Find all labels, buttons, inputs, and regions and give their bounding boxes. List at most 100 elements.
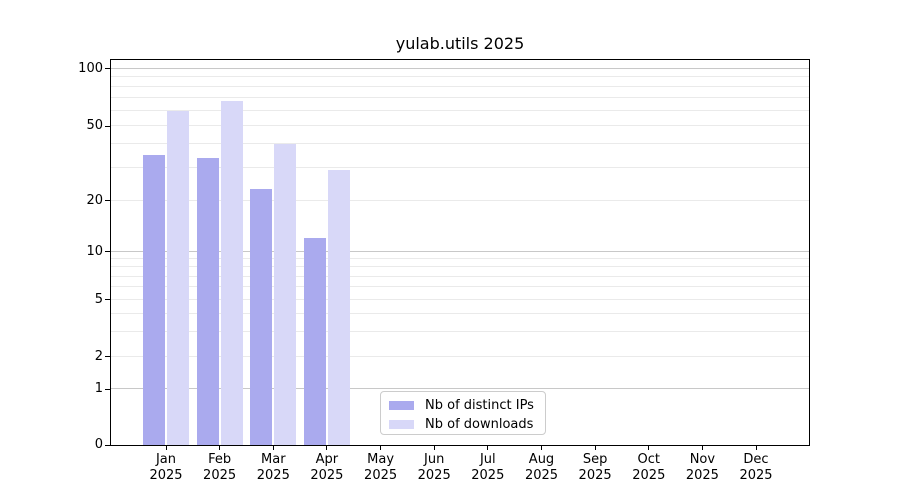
grid-line-minor <box>111 110 809 111</box>
x-axis-tick-label: Nov 2025 <box>662 452 742 484</box>
y-axis-tick-mark <box>105 388 111 390</box>
x-axis-tick-label-line: 2025 <box>149 468 183 483</box>
x-axis-tick-label-line: Mar <box>261 452 286 467</box>
x-axis-tick-label-line: 2025 <box>471 468 505 483</box>
x-axis-tick-label: Aug 2025 <box>502 452 582 484</box>
grid-line-minor <box>111 125 809 127</box>
grid-line-minor <box>111 275 809 277</box>
bar-distinct-ips <box>143 155 165 445</box>
y-axis-tick-mark <box>105 356 111 358</box>
x-axis-tick-label: Jan 2025 <box>126 452 206 484</box>
grid-line-minor <box>111 312 809 314</box>
y-axis-tick-mark <box>105 68 111 69</box>
y-axis-tick-label: 0 <box>94 437 103 452</box>
y-axis-tick-mark <box>105 444 111 446</box>
bar-downloads <box>220 100 243 445</box>
x-axis-tick-label-line: May <box>367 452 395 467</box>
x-axis-tick-mark <box>219 445 221 450</box>
bar-distinct-ips <box>250 189 273 445</box>
x-axis-tick-mark <box>165 445 167 450</box>
x-axis-tick-label-line: 2025 <box>632 468 666 483</box>
x-axis-tick-label-line: Dec <box>743 452 769 467</box>
grid-line-minor <box>111 258 809 259</box>
bar-distinct-ips <box>196 157 219 445</box>
legend-entry: Nb of distinct IPs <box>389 397 545 414</box>
x-axis-tick-mark <box>648 445 650 450</box>
y-axis-tick-mark <box>105 251 111 253</box>
x-axis-tick-label-line: 2025 <box>685 468 719 483</box>
grid-line-minor <box>111 86 809 88</box>
y-axis-tick-label: 5 <box>94 291 103 307</box>
x-axis-tick-mark <box>594 445 596 450</box>
x-axis-tick-label: May 2025 <box>341 452 421 484</box>
x-axis-tick-label-line: Apr <box>315 452 339 467</box>
grid-line-minor <box>111 286 809 288</box>
x-axis-tick-mark <box>701 445 703 450</box>
plot-area <box>110 59 810 446</box>
legend-label: Nb of downloads <box>425 417 534 432</box>
x-axis-tick-mark <box>380 445 382 450</box>
bar-downloads <box>167 111 189 445</box>
x-axis-tick-mark <box>541 445 542 450</box>
x-axis-tick-mark <box>755 445 757 450</box>
y-axis-tick-label: 20 <box>86 192 103 208</box>
x-axis-tick-mark <box>326 445 328 450</box>
grid-line-minor <box>111 166 809 168</box>
x-axis-tick-label: Sep 2025 <box>555 452 635 484</box>
x-axis-tick-label-line: 2025 <box>364 468 398 483</box>
y-axis-tick-mark <box>105 200 111 201</box>
x-axis-tick-label-line: Sep <box>582 452 608 467</box>
x-axis-tick-label-line: Aug <box>528 452 555 467</box>
y-axis-tick-label: 2 <box>94 348 103 364</box>
legend-label: Nb of distinct IPs <box>425 398 534 413</box>
grid-line-minor <box>111 97 809 99</box>
y-axis-tick-label: 50 <box>86 118 103 134</box>
y-axis-tick-label: 100 <box>78 60 103 76</box>
legend-swatch <box>389 420 414 429</box>
x-axis-tick-label: Jun 2025 <box>394 452 474 484</box>
x-axis-tick-label-line: 2025 <box>310 468 344 483</box>
x-axis-tick-label-line: 2025 <box>203 468 237 483</box>
x-axis-tick-label-line: Nov <box>689 452 716 467</box>
grid-line-minor <box>111 330 809 332</box>
legend-swatch <box>389 401 414 410</box>
x-axis-tick-label: Jul 2025 <box>448 452 528 484</box>
x-axis-tick-label-line: 2025 <box>578 468 612 483</box>
grid-line-minor <box>111 355 809 357</box>
x-axis-tick-label-line: 2025 <box>417 468 451 483</box>
x-axis-tick-label: Oct 2025 <box>609 452 689 484</box>
x-axis-tick-label-line: 2025 <box>256 468 290 483</box>
x-axis-tick-label: Mar 2025 <box>233 452 313 484</box>
grid-line-minor <box>111 199 809 201</box>
grid-line-minor <box>111 298 809 300</box>
legend-entry: Nb of downloads <box>389 416 545 433</box>
x-axis-tick-label: Dec 2025 <box>716 452 796 484</box>
grid-line-major <box>111 250 809 252</box>
x-axis-tick-mark <box>487 445 489 450</box>
x-axis-tick-label-line: Jul <box>479 452 496 467</box>
x-axis-tick-label: Feb 2025 <box>180 452 260 484</box>
grid-line-minor <box>111 76 809 78</box>
grid-line-major <box>111 388 809 390</box>
x-axis-tick-label-line: Jun <box>424 452 445 467</box>
x-axis-tick-label-line: Feb <box>208 452 232 467</box>
y-axis-tick-mark <box>105 299 111 301</box>
x-axis-tick-mark <box>272 445 274 450</box>
chart-title: yulab.utils 2025 <box>395 34 525 53</box>
bar-distinct-ips <box>303 238 326 445</box>
x-axis-tick-label-line: Oct <box>637 452 661 467</box>
x-axis-tick-label-line: 2025 <box>524 468 559 483</box>
y-axis-tick-label: 1 <box>94 381 103 397</box>
x-axis-tick-mark <box>433 445 435 450</box>
x-axis-tick-label: Apr 2025 <box>287 452 367 484</box>
bar-downloads <box>327 170 350 445</box>
x-axis-tick-label-line: Jan <box>155 452 177 467</box>
legend: Nb of distinct IPs Nb of downloads <box>380 391 546 435</box>
x-axis-tick-label-line: 2025 <box>739 468 773 483</box>
grid-line-minor <box>111 266 809 268</box>
grid-line-minor <box>111 143 809 145</box>
y-axis-tick-label: 10 <box>86 243 103 259</box>
y-axis-tick-mark <box>105 125 111 127</box>
grid-line-major <box>111 67 809 69</box>
